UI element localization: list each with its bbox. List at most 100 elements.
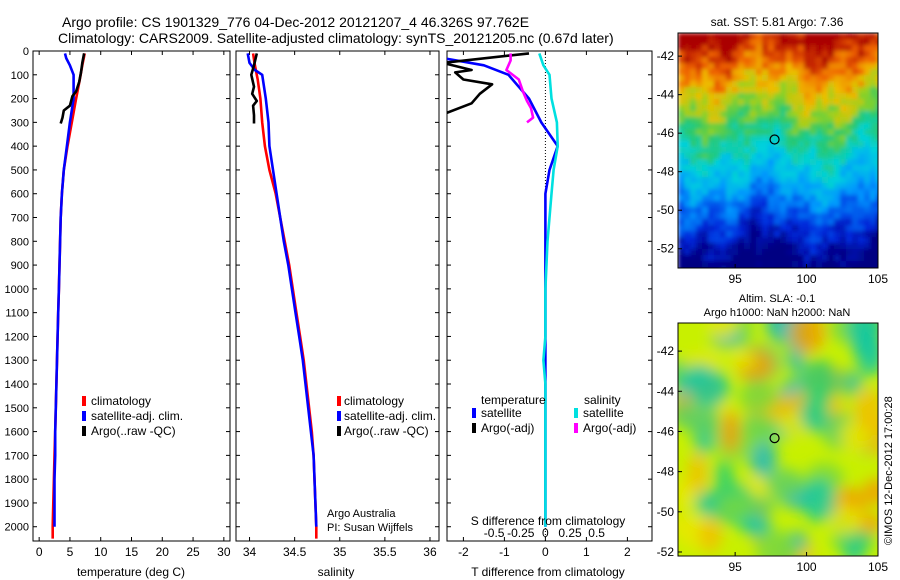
sst-cell	[738, 159, 745, 166]
sst-cell	[702, 105, 709, 112]
y-tick-label: 900	[11, 260, 29, 272]
sst-cell	[690, 147, 697, 154]
lat-tick-label: -50	[657, 203, 675, 217]
sst-cell	[798, 75, 805, 82]
sst-cell	[714, 87, 721, 94]
sst-cell	[744, 123, 751, 130]
sst-cell	[762, 63, 769, 70]
sst-cell	[744, 213, 751, 220]
sst-cell	[756, 243, 763, 250]
sst-cell	[816, 51, 823, 58]
sst-cell	[696, 57, 703, 64]
sst-cell	[732, 171, 739, 178]
sst-cell	[846, 189, 853, 196]
sst-cell	[876, 177, 878, 184]
sst-cell	[684, 33, 691, 40]
sst-cell	[708, 165, 715, 172]
temperature-tick-labels: 0 5 10 15 20 25 30	[36, 51, 231, 559]
sst-cell	[786, 63, 793, 70]
sst-cell	[816, 93, 823, 100]
sla-blob	[800, 359, 839, 403]
sst-cell	[858, 153, 865, 160]
sst-cell	[846, 213, 853, 220]
sst-cell	[690, 141, 697, 148]
sst-cell	[732, 213, 739, 220]
sst-cell	[864, 195, 871, 202]
sst-cell	[852, 249, 859, 256]
sst-cell	[744, 93, 751, 100]
sst-cell	[870, 225, 877, 232]
sst-cell	[834, 249, 841, 256]
sst-cell	[684, 57, 691, 64]
sst-cell	[678, 33, 685, 40]
sst-cell	[798, 111, 805, 118]
sst-cell	[702, 57, 709, 64]
sst-cell	[828, 225, 835, 232]
x-tick-label: -2	[458, 545, 469, 559]
sst-cell	[684, 195, 691, 202]
sst-cell	[780, 81, 787, 88]
sst-cell	[696, 75, 703, 82]
sst-cell	[762, 243, 769, 250]
sst-cell	[816, 69, 823, 76]
sst-cell	[768, 69, 775, 76]
header-line1: Argo profile: CS 1901329_776 04-Dec-2012…	[62, 14, 529, 30]
sst-cell	[786, 237, 793, 244]
sst-cell	[732, 201, 739, 208]
sst-cell	[828, 105, 835, 112]
sst-cell	[846, 135, 853, 142]
sst-cell	[804, 129, 811, 136]
sst-cell	[774, 207, 781, 214]
x-tick-label: 15	[125, 545, 139, 559]
sst-cell	[786, 129, 793, 136]
sst-cell	[792, 33, 799, 40]
sst-cell	[840, 225, 847, 232]
sst-cell	[870, 171, 877, 178]
sst-cell	[876, 51, 878, 58]
sst-cell	[756, 201, 763, 208]
sst-cell	[714, 213, 721, 220]
legend-label-climatology: climatology	[344, 394, 404, 408]
sst-cell	[732, 183, 739, 190]
sst-cell	[714, 75, 721, 82]
sst-cell	[762, 183, 769, 190]
sst-cell	[732, 189, 739, 196]
sst-cell	[792, 189, 799, 196]
sst-cell	[840, 195, 847, 202]
sst-cell	[690, 219, 697, 226]
sst-cell	[708, 81, 715, 88]
sst-cell	[858, 93, 865, 100]
sst-cell	[846, 69, 853, 76]
sst-cell	[690, 195, 697, 202]
sst-cell	[864, 69, 871, 76]
sst-cell	[762, 129, 769, 136]
sst-cell	[852, 213, 859, 220]
sst-cell	[810, 75, 817, 82]
sst-cell	[684, 165, 691, 172]
sst-cell	[744, 201, 751, 208]
sla-map-title: Altim. SLA: -0.1	[739, 293, 815, 305]
sst-cell	[846, 195, 853, 202]
sst-cell	[750, 189, 757, 196]
sst-cell	[792, 57, 799, 64]
sst-cell	[804, 117, 811, 124]
sst-cell	[684, 261, 691, 268]
sst-cell	[786, 225, 793, 232]
sst-cell	[720, 201, 727, 208]
salinity-difference-tick: -0.5	[484, 526, 505, 540]
y-tick-label: 600	[11, 189, 29, 201]
y-tick-label: 1700	[5, 450, 29, 462]
sst-cell	[786, 135, 793, 142]
sst-cell	[756, 123, 763, 130]
temperature-lines	[51, 53, 86, 539]
sst-cell	[840, 213, 847, 220]
sst-cell	[762, 57, 769, 64]
sst-cell	[744, 165, 751, 172]
sst-cell	[768, 45, 775, 52]
sst-cell	[726, 39, 733, 46]
sst-cell	[708, 189, 715, 196]
sst-cell	[792, 93, 799, 100]
sst-cell	[858, 243, 865, 250]
sst-cell	[762, 231, 769, 238]
sst-cell	[828, 135, 835, 142]
